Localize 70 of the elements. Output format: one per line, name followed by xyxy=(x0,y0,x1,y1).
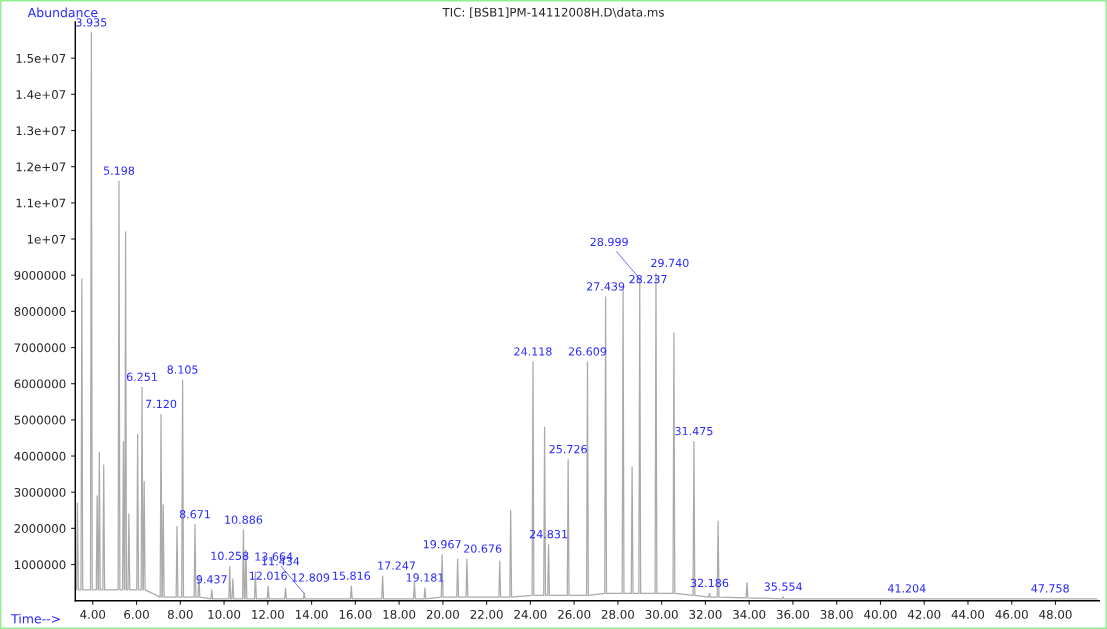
annotation: 5.198 xyxy=(103,166,135,175)
x-tick-label: 16.00 xyxy=(339,609,372,619)
x-tick-label: 14.00 xyxy=(295,609,328,619)
annotation: 47.758 xyxy=(1031,584,1069,593)
annotation: 20.676 xyxy=(464,544,502,553)
y-tick-label: 1.4e+07 xyxy=(16,90,66,99)
annotation: 26.609 xyxy=(568,347,607,356)
y-tick-label: 4000000 xyxy=(14,451,66,461)
x-tick-label: 10.00 xyxy=(208,609,241,619)
chart-title: TIC: [BSB1]PM-14112008H.D\data.ms xyxy=(442,7,664,19)
annotation: 28.999 xyxy=(590,237,628,247)
annotation: 41.204 xyxy=(887,584,926,593)
annotation: 27.439 xyxy=(587,282,625,291)
annotation: 15.816 xyxy=(333,571,371,580)
x-tick-label: 8.00 xyxy=(167,609,193,619)
x-tick-label: 26.00 xyxy=(558,609,591,619)
x-tick-label: 12.00 xyxy=(252,609,284,619)
y-tick-label: 1.5e+07 xyxy=(16,53,66,63)
annotation: 17.247 xyxy=(378,561,415,570)
x-tick-label: 36.00 xyxy=(776,609,810,619)
annotation: 19.967 xyxy=(423,540,461,549)
annotation: 8.671 xyxy=(179,510,210,519)
x-tick-label: 18.00 xyxy=(383,609,416,619)
x-tick-label: 48.00 xyxy=(1039,609,1072,619)
y-tick-label: 7000000 xyxy=(14,343,66,353)
x-axis-title: Time--> xyxy=(11,613,60,624)
y-tick-label: 1000000 xyxy=(14,560,66,570)
x-tick-label: 38.00 xyxy=(820,609,853,619)
y-tick-label: 3000000 xyxy=(14,487,66,497)
y-tick-label: 8000000 xyxy=(14,307,66,317)
x-tick-label: 44.00 xyxy=(951,609,985,619)
x-tick-label: 6.00 xyxy=(124,609,149,619)
annotation: 12.016 xyxy=(249,571,287,580)
x-tick-label: 42.00 xyxy=(907,609,941,619)
x-tick-label: 40.00 xyxy=(864,609,897,619)
annotation: 25.726 xyxy=(549,444,587,454)
y-tick-label: 5000000 xyxy=(14,415,66,425)
annotation: 32.186 xyxy=(690,578,729,588)
annotation: 24.831 xyxy=(529,529,567,539)
y-tick-label: 2000000 xyxy=(14,524,66,534)
annotation: 9.437 xyxy=(196,575,227,584)
x-tick-label: 32.00 xyxy=(689,609,722,619)
y-tick-label: 1e+07 xyxy=(27,234,66,244)
y-axis-title: Abundance xyxy=(27,7,98,18)
y-tick-label: 9000000 xyxy=(14,270,66,280)
y-tick-label: 1.3e+07 xyxy=(16,126,66,136)
annotation: 19.181 xyxy=(406,573,444,582)
annotation: 31.475 xyxy=(675,426,713,436)
annotation: 24.118 xyxy=(514,347,552,356)
annotation: 12.809 xyxy=(292,573,330,582)
annotation: 7.120 xyxy=(146,399,177,409)
y-tick-label: 6000000 xyxy=(14,379,66,389)
annotation: 10.258 xyxy=(211,551,249,561)
annotation: 35.554 xyxy=(764,582,802,591)
y-tick-label: 1.1e+07 xyxy=(16,198,66,208)
annotation: 10.886 xyxy=(225,515,263,524)
x-tick-label: 30.00 xyxy=(645,609,678,619)
annotation: 8.105 xyxy=(167,365,198,374)
annotation: 29.740 xyxy=(651,258,689,268)
x-tick-label: 22.00 xyxy=(470,609,503,619)
x-tick-label: 46.00 xyxy=(995,609,1028,619)
annotation: 28.237 xyxy=(629,274,667,284)
x-tick-label: 34.00 xyxy=(733,609,766,619)
x-tick-label: 20.00 xyxy=(426,609,459,619)
annotation: 3.935 xyxy=(76,18,107,27)
y-tick-label: 1.2e+07 xyxy=(16,162,66,172)
x-tick-label: 24.00 xyxy=(514,609,547,619)
annotation: 6.251 xyxy=(126,372,157,381)
x-tick-label: 28.00 xyxy=(601,609,635,619)
x-tick-label: 4.00 xyxy=(80,609,106,619)
